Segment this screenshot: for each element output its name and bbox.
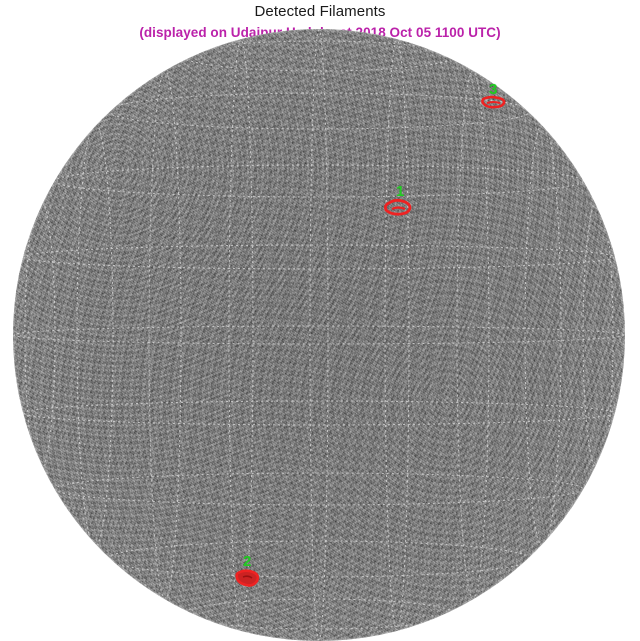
page-title: Detected Filaments	[254, 3, 386, 20]
solar-disk-container	[13, 29, 625, 641]
filament-contour-2	[235, 569, 260, 587]
filament-contour-1	[384, 198, 412, 216]
filament-contour-3	[481, 95, 506, 109]
filament-label-1: 1	[396, 183, 405, 200]
filament-label-3: 3	[489, 81, 498, 98]
heliographic-grid	[14, 30, 624, 640]
solar-disk-image	[13, 29, 625, 641]
filament-label-2: 2	[243, 553, 252, 570]
limb-brightening-overlay	[13, 29, 625, 641]
